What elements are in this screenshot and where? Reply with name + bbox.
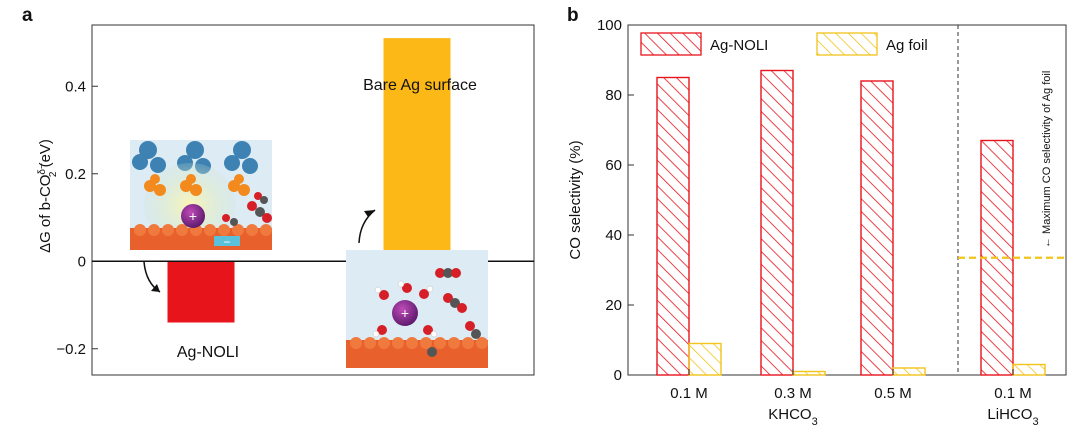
inset1-arrow-head [151, 284, 160, 292]
inset2-co2-molecules [427, 268, 481, 357]
panel-b-x-tick-label: 0.5 M [874, 385, 912, 402]
panel-b-bar-ag-foil [892, 367, 926, 376]
panel-b-x-tick-label: 0.3 M [774, 385, 812, 402]
inset2-arrow-head [364, 210, 375, 217]
inset1-cation-sign: + [189, 208, 197, 224]
inset2-water-molecules [372, 280, 438, 338]
panel-b-letter: b [567, 5, 579, 26]
panel-b-bar-ag-noli [860, 80, 894, 376]
inset1-anion [214, 236, 240, 246]
panel-a-y-ticks: −0.2 0 0.2 0.4 [56, 78, 98, 358]
legend-swatch-ag-foil [816, 32, 878, 56]
legend-swatch-ag-noli [640, 32, 702, 56]
inset1-surface-atoms [134, 224, 272, 236]
panel-b-chart: 0 20 40 60 80 100 0.1 M 0.3 M 0.5 M 0.1 M ← Maxi… [567, 17, 1067, 428]
panel-b-bar-ag-noli [760, 69, 794, 376]
inset2-cation-sign: + [401, 305, 409, 321]
panel-b-y-tick-label: 60 [605, 157, 622, 174]
legend-label-ag-foil: Ag foil [886, 37, 928, 54]
inset-ag-noli-illustration: + − [130, 140, 272, 293]
panel-b-frame [627, 24, 1067, 376]
panel-a-frame [91, 24, 535, 376]
panel-b-y-tick-label: 40 [605, 227, 622, 244]
panel-b-group-label-lihco3: LiHCO3 [987, 406, 1038, 428]
panel-a-bar-label-ag-noli: Ag-NOLI [177, 344, 239, 361]
panel-a-y-tick-label: 0.4 [65, 78, 86, 95]
panel-b-bar-ag-noli [656, 76, 690, 376]
panel-b-x-ticks: 0.1 M 0.3 M 0.5 M 0.1 M [670, 369, 1032, 402]
panel-b-group-label-khco3: KHCO3 [768, 406, 817, 428]
panel-b-y-ticks: 0 20 40 60 80 100 [597, 17, 634, 384]
inset2-cation-icon [392, 300, 418, 326]
panel-a-bar-labels: Ag-NOLI Bare Ag surface [177, 77, 477, 361]
panel-b-bar-ag-foil [688, 342, 722, 376]
panel-b-y-tick-label: 0 [614, 367, 622, 384]
panel-a-ylabel-sub: 2 [48, 171, 59, 177]
panel-b-bar-ag-foil [1012, 363, 1046, 376]
panel-b-reference-annotation: ← Maximum CO selectivity of Ag foil [1041, 71, 1053, 248]
panel-a-bar-label-bare-ag: Bare Ag surface [363, 77, 477, 94]
inset1-polymer-chains [132, 141, 258, 174]
panel-b-y-tick-label: 20 [605, 297, 622, 314]
panel-a-y-tick-label: 0.2 [65, 166, 86, 183]
inset1-cation-icon [181, 204, 205, 228]
panel-b-y-axis-label: CO selectivity (%) [567, 140, 584, 259]
panel-a-bar-ag-noli [167, 261, 235, 323]
inset1-co2-molecules [222, 192, 272, 226]
panel-a-bars [167, 38, 451, 323]
panel-a-ylabel-main: ΔG of b-CO [37, 175, 54, 253]
panel-b-bars [656, 69, 1046, 376]
panel-a-letter: a [22, 5, 33, 26]
panel-a-ylabel-unit: (eV) [37, 139, 54, 172]
panel-b-x-tick-label: 0.1 M [670, 385, 708, 402]
inset1-anion-sign: − [223, 235, 230, 249]
inset1-sulfonate-groups [144, 174, 250, 196]
panel-b-y-tick-label: 80 [605, 87, 622, 104]
panel-a-y-axis-label: ΔG of b-COδ−2 (eV) [37, 139, 59, 253]
panel-a-bar-bare-ag [383, 38, 451, 262]
panel-b-bar-ag-foil [792, 370, 826, 376]
panel-b-x-tick-label: 0.1 M [994, 385, 1032, 402]
inset-bare-ag-illustration: + [346, 209, 488, 368]
panel-b-y-tick-label: 100 [597, 17, 622, 34]
panel-a-y-tick-label: −0.2 [56, 341, 86, 358]
inset2-surface-atoms [350, 337, 488, 349]
panel-a-ylabel-sup: δ− [37, 163, 48, 175]
panel-a-y-tick-label: 0 [78, 253, 86, 270]
panel-a-chart: −0.2 0 0.2 0.4 Ag-NOLI Bare Ag surface ΔG of… [37, 24, 535, 376]
panel-b-legend: Ag-NOLI Ag foil [640, 32, 928, 56]
legend-label-ag-noli: Ag-NOLI [710, 37, 768, 54]
